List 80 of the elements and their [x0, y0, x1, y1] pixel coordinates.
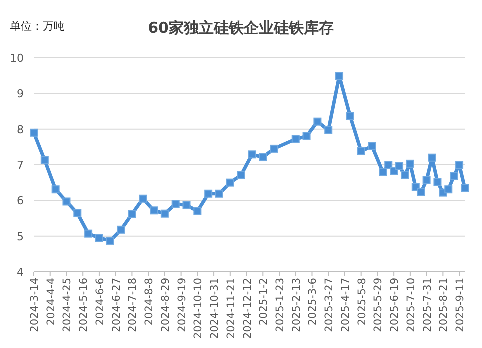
point	[172, 200, 180, 208]
point	[450, 172, 458, 180]
y-tick-label: 6	[17, 194, 24, 208]
point	[30, 128, 38, 137]
x-tick-label: 2025-5-8	[356, 278, 368, 326]
point	[215, 190, 224, 198]
x-tick-label: 2025-7-10	[405, 278, 418, 332]
x-tick-label: 2025-6-19	[389, 278, 402, 332]
x-tick-label: 2025-1-2	[258, 278, 270, 326]
point	[226, 178, 234, 187]
text: 单位：万吨	[10, 20, 65, 33]
point	[270, 144, 278, 153]
x-tick-label: 2025-1-23	[274, 278, 287, 332]
point	[52, 186, 60, 194]
point	[346, 112, 354, 120]
x-tick-label: 2025-5-29	[372, 278, 385, 332]
x-tick-label: 2024-12-12	[242, 278, 254, 340]
point	[396, 162, 404, 170]
point	[422, 176, 431, 184]
y-tick-label: 7	[17, 159, 24, 172]
point	[428, 154, 436, 162]
x-tick-label: 2025-7-31	[422, 278, 434, 332]
point	[117, 226, 126, 234]
point	[139, 194, 148, 203]
point	[406, 160, 414, 168]
point	[237, 171, 246, 180]
point	[461, 184, 469, 192]
point	[384, 161, 393, 170]
x-tick-label: 2025-8-21	[438, 278, 450, 332]
point	[40, 156, 49, 164]
point	[400, 171, 409, 180]
point	[150, 206, 158, 215]
point	[417, 188, 426, 196]
point	[292, 135, 300, 144]
x-tick-label: 2025-4-17	[340, 278, 352, 332]
point	[357, 147, 366, 156]
y-tick-label: 10	[10, 52, 24, 65]
point	[314, 118, 322, 126]
point	[302, 132, 311, 140]
point	[106, 236, 114, 245]
x-tick-label: 2024-3-14	[29, 278, 41, 332]
point	[324, 126, 333, 134]
x-tick-label: 2025-2-13	[290, 278, 303, 332]
point	[379, 168, 388, 176]
x-tick-label: 2024-4-25	[62, 278, 74, 332]
x-tick-label: 2024-11-21	[225, 278, 238, 340]
x-tick-label: 2024-7-18	[127, 278, 140, 332]
x-tick-label: 2024-5-16	[78, 278, 90, 332]
point	[248, 150, 256, 159]
chart-title: 60家独立硅铁企业硅铁库存	[148, 19, 334, 37]
point	[182, 201, 191, 210]
x-tick-label: 2025-9-11	[454, 278, 467, 332]
x-tick-label: 2024-4-4	[45, 278, 58, 326]
x-tick-label: 2024-8-8	[144, 278, 156, 326]
x-tick-label: 2024-9-19	[176, 278, 188, 332]
y-tick-label: 4	[17, 266, 24, 279]
x-tick-label: 2024-8-29	[160, 278, 172, 332]
point	[368, 142, 376, 150]
point	[194, 207, 202, 216]
point	[456, 161, 464, 169]
x-tick-label: 2025-3-27	[324, 278, 336, 332]
y-tick-label: 9	[17, 88, 24, 101]
x-tick-label: 2024-6-6	[94, 278, 106, 326]
y-tick-label: 8	[17, 123, 24, 136]
x-tick-label: 2024-10-10	[192, 278, 205, 340]
point	[259, 154, 268, 162]
point	[204, 190, 213, 198]
x-tick-label: 2024-6-27	[110, 278, 123, 332]
point	[336, 72, 344, 80]
x-tick-label: 2025-3-6	[307, 278, 320, 326]
point	[95, 234, 104, 242]
x-tick-label: 2024-10-31	[209, 278, 222, 340]
point	[434, 178, 442, 186]
point	[128, 210, 136, 218]
y-tick-label: 5	[17, 230, 24, 244]
point	[444, 186, 453, 194]
point	[74, 210, 82, 218]
point	[160, 210, 169, 218]
point	[62, 198, 71, 206]
point	[84, 230, 93, 238]
